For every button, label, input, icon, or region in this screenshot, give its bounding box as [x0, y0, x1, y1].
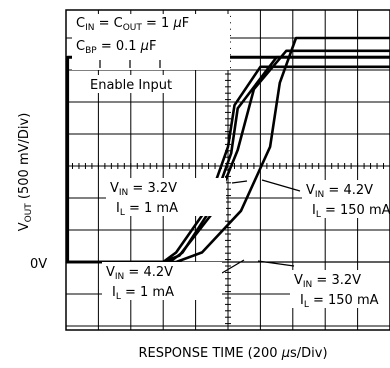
condition-cbp: CBP = 0.1 µF	[76, 39, 156, 56]
enable-input-label: Enable Input	[90, 78, 172, 93]
plot-border	[65, 9, 390, 331]
curve-label-vin: VIN = 4.2V	[106, 265, 173, 282]
curve-label-bg	[302, 180, 390, 218]
y-zero-label: 0V	[30, 257, 47, 272]
conditions-bg	[72, 14, 230, 70]
curve-label-bg	[106, 178, 226, 216]
curve-label-vin: VIN = 3.2V	[294, 273, 361, 290]
series-line-d	[66, 36, 390, 264]
enable-label-bg	[86, 75, 182, 93]
y-axis-label: VOUT (500 mV/Div)	[17, 113, 34, 232]
curve-label-leader	[261, 179, 301, 192]
curve-label-il: IL = 1 mA	[116, 201, 178, 218]
curve-label-bg	[102, 262, 222, 300]
curve-label-il: IL = 150 mA	[312, 203, 390, 220]
curve-label-il: IL = 150 mA	[300, 293, 379, 310]
condition-cin-cout: CIN = COUT = 1 µF	[76, 16, 189, 33]
curve-label-leader	[231, 180, 248, 184]
condition-tick-marks	[99, 60, 161, 68]
series-line-b	[66, 49, 390, 264]
curve-label-vin: VIN = 3.2V	[110, 181, 177, 198]
curve-label-il: IL = 1 mA	[112, 285, 174, 302]
curve-labels: VIN = 3.2V IL = 1 mA VIN = 4.2V IL = 150 mA…	[102, 178, 390, 310]
curve-label-leader	[221, 259, 245, 274]
x-axis-label: RESPONSE TIME (200 µs/Div)	[138, 346, 327, 361]
curve-label-vin: VIN = 4.2V	[306, 183, 373, 200]
curve-label-bg	[290, 270, 390, 308]
curve-label-leader	[257, 260, 295, 267]
label-leaders	[221, 179, 301, 274]
